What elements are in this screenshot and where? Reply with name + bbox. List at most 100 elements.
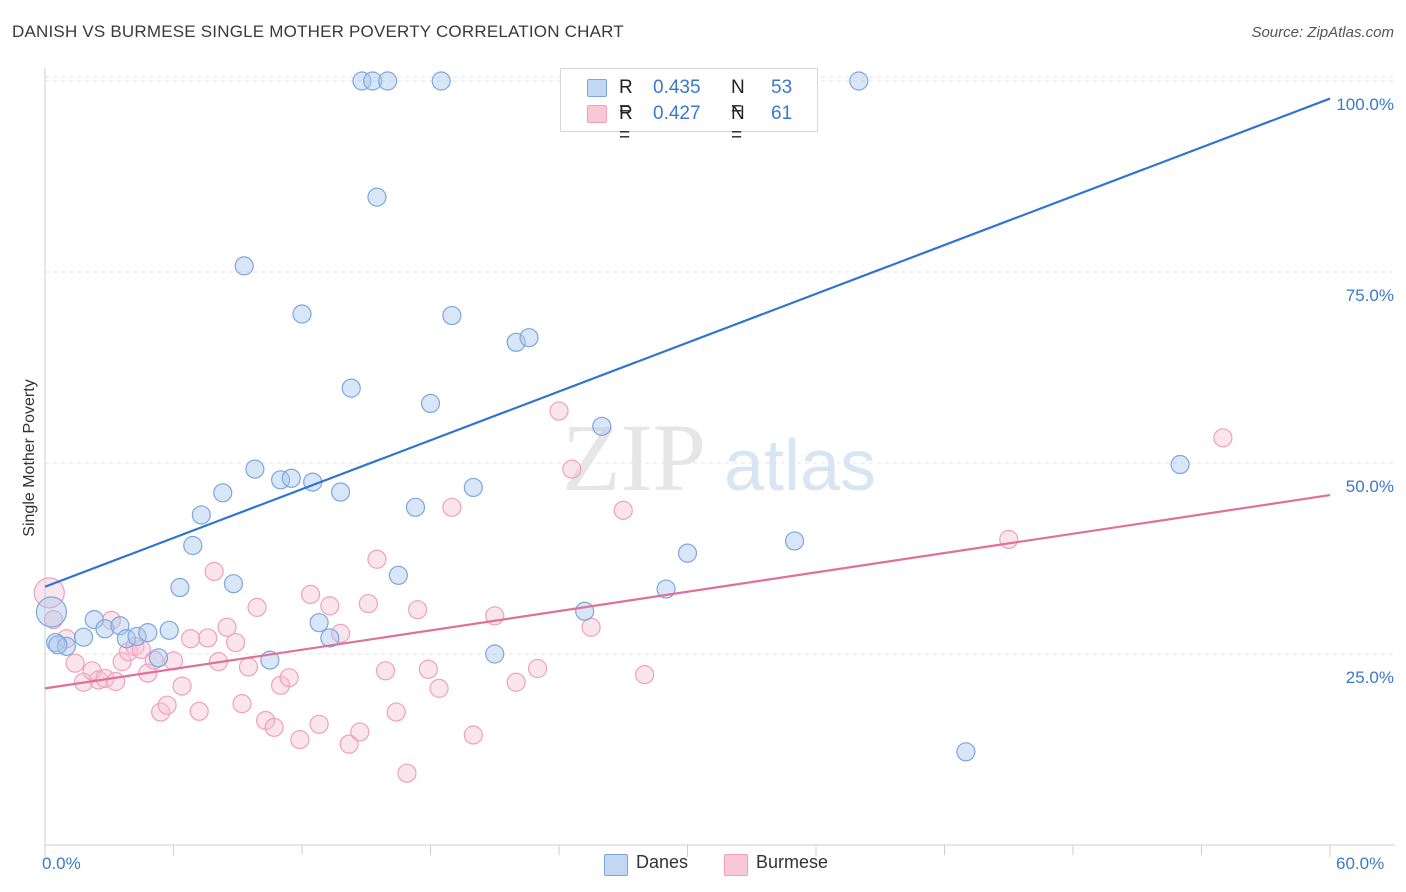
burmese-point-55 bbox=[562, 459, 582, 479]
burmese-point-53 bbox=[527, 658, 548, 679]
dane-point-43 bbox=[592, 416, 612, 436]
burmese-point-22 bbox=[198, 628, 218, 648]
burmese-point-38 bbox=[330, 623, 351, 643]
dane-point-48 bbox=[784, 531, 805, 551]
dane-point-21 bbox=[281, 468, 301, 488]
burmese-point-56 bbox=[581, 617, 601, 637]
burmese-points bbox=[33, 401, 1233, 783]
burmese-point-27 bbox=[232, 694, 252, 714]
burmese-point-45 bbox=[397, 763, 417, 783]
burmese-point-20 bbox=[181, 629, 201, 649]
dane-point-32 bbox=[388, 565, 408, 585]
y-tick-label-75: 75.0% bbox=[1345, 286, 1394, 305]
burmese-point-3 bbox=[65, 653, 85, 673]
burmese-r-value: 0.427 bbox=[653, 103, 701, 124]
burmese-point-46 bbox=[408, 600, 428, 620]
burmese-n-label: N = bbox=[731, 103, 745, 146]
watermark-atlas: atlas bbox=[724, 426, 876, 506]
legend-burmese-label: Burmese bbox=[756, 852, 829, 872]
burmese-point-43 bbox=[375, 661, 396, 681]
dane-point-10 bbox=[148, 648, 169, 668]
dane-point-13 bbox=[183, 535, 203, 556]
dane-point-28 bbox=[352, 71, 372, 91]
danes-points bbox=[35, 71, 1190, 762]
dane-point-35 bbox=[431, 71, 451, 91]
trend-lines bbox=[44, 97, 1331, 690]
dane-point-31 bbox=[378, 71, 398, 91]
burmese-swatch bbox=[587, 105, 607, 123]
burmese-point-9 bbox=[106, 671, 126, 692]
dane-point-25 bbox=[320, 628, 340, 648]
dane-point-34 bbox=[420, 393, 441, 414]
danes-r-value: 0.435 bbox=[653, 77, 701, 98]
dane-point-30 bbox=[367, 187, 387, 207]
dane-point-11 bbox=[159, 620, 179, 640]
legend-burmese-swatch bbox=[724, 854, 748, 876]
stats-legend: R = 0.435 N = 53 R = 0.427 N = 61 bbox=[560, 68, 818, 146]
source-label[interactable]: Source: ZipAtlas.com bbox=[1251, 24, 1394, 41]
burmese-point-42 bbox=[367, 549, 387, 569]
dane-point-15 bbox=[213, 483, 233, 503]
dane-point-22 bbox=[292, 304, 312, 324]
burmese-point-49 bbox=[442, 497, 462, 517]
danes-trend-line bbox=[44, 97, 1331, 588]
dane-point-17 bbox=[234, 256, 254, 276]
dane-point-26 bbox=[330, 482, 351, 502]
dane-point-12 bbox=[170, 577, 190, 598]
chart-title: DANISH VS BURMESE SINGLE MOTHER POVERTY … bbox=[12, 22, 624, 41]
burmese-point-39 bbox=[339, 734, 359, 754]
x-tick-max: 60.0% bbox=[1336, 854, 1385, 873]
dane-point-51 bbox=[1170, 454, 1190, 475]
burmese-point-10 bbox=[112, 652, 132, 672]
burmese-point-35 bbox=[300, 584, 321, 605]
burmese-point-36 bbox=[309, 714, 329, 734]
dane-point-52 bbox=[48, 635, 68, 655]
burmese-n-value: 61 bbox=[771, 103, 793, 124]
dane-point-16 bbox=[223, 574, 244, 594]
dane-point-3 bbox=[73, 627, 94, 647]
dane-point-18 bbox=[245, 459, 265, 479]
danes-swatch bbox=[587, 79, 607, 97]
burmese-point-50 bbox=[463, 725, 483, 745]
burmese-r-label: R = bbox=[619, 103, 633, 146]
y-tick-label-100: 100.0% bbox=[1336, 95, 1394, 114]
burmese-point-41 bbox=[358, 593, 378, 614]
burmese-point-54 bbox=[549, 401, 569, 421]
dane-point-46 bbox=[677, 543, 698, 563]
dane-point-37 bbox=[463, 477, 483, 498]
dane-point-50 bbox=[956, 742, 976, 762]
burmese-point-17 bbox=[157, 695, 177, 715]
burmese-point-29 bbox=[247, 597, 267, 617]
danes-n-label: N = bbox=[731, 77, 745, 120]
burmese-point-23 bbox=[204, 561, 224, 582]
burmese-point-57 bbox=[613, 500, 633, 520]
burmese-point-58 bbox=[635, 665, 655, 685]
danes-n-value: 53 bbox=[771, 77, 793, 98]
burmese-point-1 bbox=[43, 610, 64, 630]
burmese-point-33 bbox=[279, 668, 299, 688]
burmese-point-34 bbox=[290, 729, 310, 750]
dane-point-24 bbox=[309, 613, 329, 633]
dane-point-27 bbox=[341, 378, 361, 398]
burmese-point-47 bbox=[418, 659, 438, 679]
burmese-point-25 bbox=[217, 617, 237, 637]
burmese-point-52 bbox=[506, 672, 526, 692]
axes bbox=[44, 68, 1395, 857]
burmese-trend-line bbox=[44, 494, 1331, 690]
dane-point-39 bbox=[506, 332, 526, 352]
x-tick-min: 0.0% bbox=[42, 854, 81, 873]
gridlines bbox=[45, 76, 1395, 655]
watermark: ZIP atlas bbox=[562, 404, 876, 511]
burmese-point-44 bbox=[386, 702, 406, 722]
legend-danes-label: Danes bbox=[636, 852, 689, 872]
dane-point-9 bbox=[138, 623, 158, 643]
dane-point-36 bbox=[442, 305, 462, 326]
dane-point-29 bbox=[363, 71, 383, 91]
y-tick-label-25: 25.0% bbox=[1345, 668, 1394, 687]
dane-point-0 bbox=[35, 596, 68, 628]
burmese-point-60 bbox=[1213, 428, 1233, 448]
burmese-point-19 bbox=[172, 676, 192, 696]
watermark-zip: ZIP bbox=[562, 404, 706, 511]
burmese-point-28 bbox=[238, 657, 259, 677]
